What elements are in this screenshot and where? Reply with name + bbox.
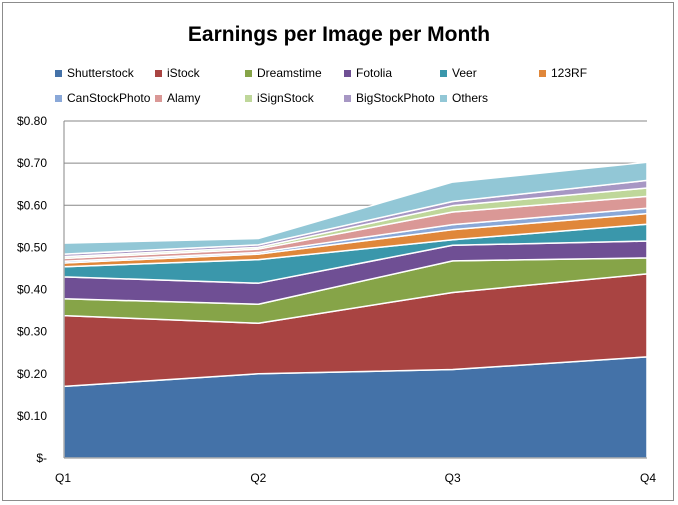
legend-swatch [155,94,162,102]
legend-item-fotolia: Fotolia [344,65,392,81]
legend-item-shutterstock: Shutterstock [55,65,134,81]
legend-item-bigstockphoto: BigStockPhoto [344,90,435,106]
legend: Shutterstock iStock Dreamstime Fotolia Veer 1… [55,65,655,109]
y-tick-label: $0.70 [17,156,47,170]
legend-label: 123RF [551,66,588,80]
legend-label: iStock [167,66,200,80]
y-tick-label: $0.50 [17,240,47,254]
legend-swatch [55,69,62,77]
legend-swatch [245,69,252,77]
legend-item-isignstock: iSignStock [245,90,314,106]
x-tick-label: Q2 [250,471,266,485]
y-tick-label: $0.80 [17,114,47,128]
legend-item-others: Others [440,90,488,106]
y-tick-label: $0.30 [17,325,47,339]
area-others [63,161,648,255]
legend-label: CanStockPhoto [67,91,151,105]
legend-label: Fotolia [356,66,393,80]
legend-item-veer: Veer [440,65,477,81]
legend-swatch [440,69,447,77]
legend-label: Veer [452,66,477,80]
y-tick-label: $0.20 [17,367,47,381]
x-tick-label: Q4 [640,471,656,485]
legend-swatch [344,94,351,102]
legend-swatch [155,69,162,77]
legend-item-alamy: Alamy [155,90,200,106]
x-tick-label: Q3 [445,471,461,485]
legend-label: iSignStock [257,91,314,105]
legend-swatch [245,94,252,102]
legend-label: Alamy [167,91,201,105]
y-tick-label: $- [36,451,47,465]
legend-item-123rf: 123RF [539,65,587,81]
legend-swatch [440,94,447,102]
legend-label: Dreamstime [257,66,322,80]
legend-label: Shutterstock [67,66,134,80]
legend-item-istock: iStock [155,65,200,81]
chart-title: Earnings per Image per Month [187,23,491,46]
x-tick-label: Q1 [55,471,71,485]
legend-item-dreamstime: Dreamstime [245,65,322,81]
legend-item-canstockphoto: CanStockPhoto [55,90,150,106]
legend-swatch [344,69,351,77]
y-tick-label: $0.60 [17,198,47,212]
legend-swatch [55,94,62,102]
legend-swatch [539,69,546,77]
legend-label: Others [452,91,489,105]
y-tick-label: $0.40 [17,283,47,297]
legend-label: BigStockPhoto [356,91,435,105]
y-tick-label: $0.10 [17,409,47,423]
